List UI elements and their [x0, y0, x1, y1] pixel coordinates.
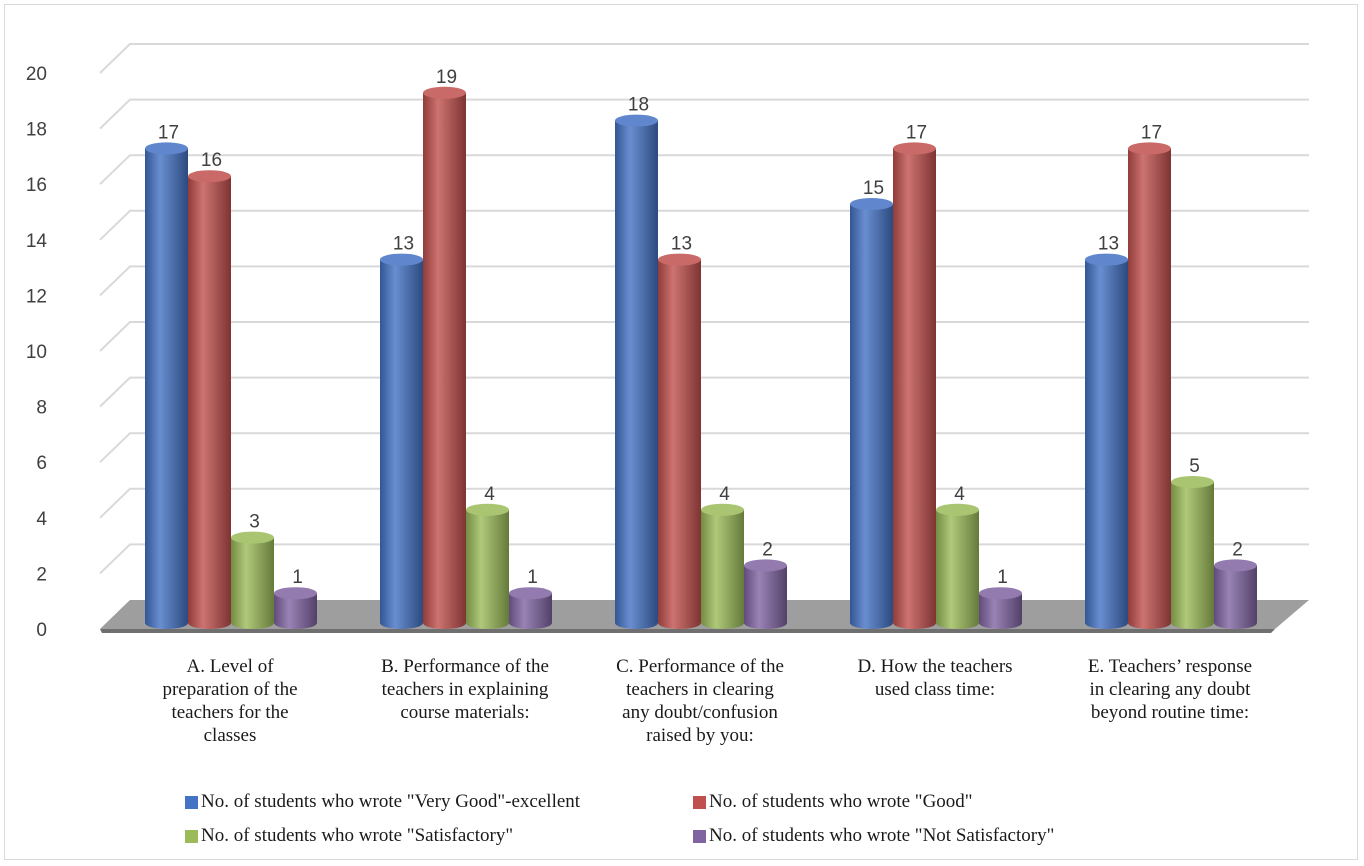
gridlines — [99, 43, 1309, 575]
bar — [380, 253, 423, 629]
y-axis-ticks: 0 2 4 6 8 10 12 14 16 18 20 — [26, 64, 48, 641]
y-tick-label: 12 — [26, 286, 47, 307]
y-tick-label: 20 — [26, 64, 47, 85]
legend-swatch-good — [693, 795, 706, 809]
bar — [423, 86, 466, 630]
bar — [615, 114, 658, 629]
bar — [658, 253, 701, 629]
data-label: 4 — [719, 484, 730, 505]
category-label: B. Performance of the teachers in explain… — [381, 656, 549, 723]
legend-item-very-good: No. of students who wrote "Very Good"-ex… — [185, 791, 693, 813]
category-label: A. Level of preparation of the teachers fo… — [162, 656, 297, 746]
data-label: 1 — [997, 567, 1008, 588]
legend-swatch-very-good — [185, 795, 198, 809]
data-label: 2 — [762, 539, 773, 560]
chart-frame: 0 2 4 6 8 10 12 14 16 18 20 17 16 3 1 13 19 4 1 18 13 4 2 15 17… — [4, 4, 1358, 860]
bar — [1214, 559, 1257, 629]
y-tick-label: 18 — [26, 120, 47, 141]
bar — [1171, 476, 1214, 629]
data-label: 1 — [292, 567, 303, 588]
legend-label-very-good: No. of students who wrote "Very Good"-ex… — [201, 791, 581, 812]
bar — [936, 503, 979, 629]
bar — [850, 198, 893, 629]
data-label: 13 — [393, 234, 414, 255]
data-label: 18 — [628, 95, 649, 116]
data-label: 17 — [1141, 122, 1162, 143]
y-tick-label: 10 — [26, 342, 47, 363]
legend-label-not-satisfactory: No. of students who wrote "Not Satisfact… — [709, 825, 1055, 846]
data-labels: 17 16 3 1 13 19 4 1 18 13 4 2 15 17 4 1 13 17 5 2 — [158, 67, 1243, 588]
y-tick-label: 16 — [26, 175, 47, 196]
data-label: 5 — [1189, 456, 1200, 477]
gridline — [99, 98, 1309, 130]
category-label: E. Teachers’ response in clearing any dou… — [1088, 656, 1252, 723]
data-label: 16 — [201, 150, 222, 171]
data-label: 4 — [484, 484, 495, 505]
bar — [1085, 253, 1128, 629]
data-label: 13 — [1098, 234, 1119, 255]
data-label: 1 — [527, 567, 538, 588]
data-label: 3 — [249, 512, 260, 533]
data-label: 15 — [863, 178, 884, 199]
legend: No. of students who wrote "Very Good"-ex… — [185, 785, 1185, 853]
data-label: 13 — [671, 234, 692, 255]
floor-edge — [100, 629, 1275, 633]
bar — [188, 170, 231, 629]
bar — [274, 587, 317, 629]
data-label: 17 — [158, 122, 179, 143]
y-tick-label: 2 — [36, 564, 47, 585]
bar — [701, 503, 744, 629]
bar — [509, 587, 552, 629]
bar — [979, 587, 1022, 629]
bar — [466, 503, 509, 629]
y-tick-label: 14 — [26, 231, 48, 252]
legend-label-satisfactory: No. of students who wrote "Satisfactory" — [201, 825, 514, 846]
category-labels: A. Level of preparation of the teachers fo… — [162, 656, 1252, 746]
y-tick-label: 0 — [36, 620, 47, 641]
data-label: 2 — [1232, 539, 1243, 560]
bar — [1128, 142, 1171, 629]
data-label: 19 — [436, 67, 457, 88]
y-tick-label: 4 — [36, 509, 47, 530]
legend-swatch-not-satisfactory — [693, 829, 706, 843]
legend-label-good: No. of students who wrote "Good" — [709, 791, 973, 812]
bar — [893, 142, 936, 629]
data-label: 4 — [954, 484, 965, 505]
legend-item-satisfactory: No. of students who wrote "Satisfactory" — [185, 825, 693, 847]
legend-swatch-satisfactory — [185, 829, 198, 843]
category-label: D. How the teachers used class time: — [857, 656, 1012, 700]
category-label: C. Performance of the teachers in clearin… — [616, 656, 784, 746]
data-label: 17 — [906, 122, 927, 143]
legend-item-good: No. of students who wrote "Good" — [693, 791, 973, 813]
bar — [145, 142, 188, 629]
y-tick-label: 6 — [36, 453, 47, 474]
gridline — [99, 43, 1309, 74]
bars — [145, 86, 1257, 630]
bar — [231, 531, 274, 629]
gridline — [99, 209, 1309, 241]
y-tick-label: 8 — [36, 398, 47, 419]
gridline — [99, 154, 1309, 185]
legend-item-not-satisfactory: No. of students who wrote "Not Satisfact… — [693, 825, 1054, 847]
bar — [744, 559, 787, 629]
